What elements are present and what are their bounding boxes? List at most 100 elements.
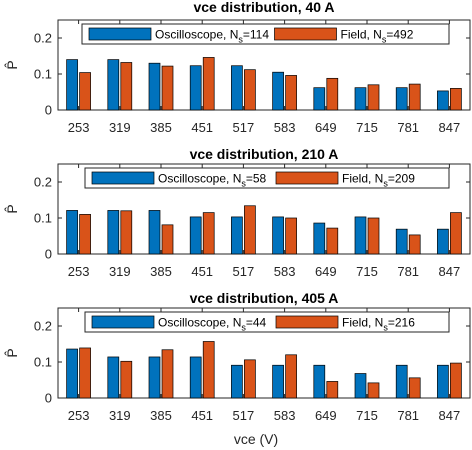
chart2-axes-box [57,163,471,255]
chart1-x-tick-label: 385 [150,120,172,135]
chart1-x-tick-label: 847 [439,120,461,135]
chart2-title: vce distribution, 210 A [190,146,339,162]
chart3-y-tick-label: 0.2 [34,319,52,334]
chart1-bar-oscilloscope [231,65,243,111]
chart1-bar-field [367,84,380,111]
chart1-x-tick-label: 649 [315,120,337,135]
chart2-bar-field [450,212,462,255]
chart3-x-tick-label: 781 [397,408,419,423]
chart3-bar-field [326,381,339,399]
chart1-legend-swatch-oscilloscope [88,27,152,41]
chart1-bar-oscilloscope [437,90,449,111]
chart2-legend-label-oscilloscope: Oscilloscope, Ns=58 [158,172,267,189]
chart2-y-axis-label: P̂ [4,204,20,213]
chart3-bar-oscilloscope [66,348,78,399]
chart2-x-tick-label: 583 [274,264,296,279]
chart2-bar-oscilloscope [313,222,326,255]
chart3-x-tick-label: 253 [68,408,90,423]
chart1-y-tick-label: 0 [45,103,52,118]
chart3-title: vce distribution, 405 A [190,290,339,306]
chart3-bar-field [202,341,215,399]
chart3-bar-oscilloscope [395,364,408,399]
chart2-bar-field [120,210,133,255]
chart1-x-tick-label: 319 [109,120,131,135]
chart3-y-axis-label: P̂ [4,348,20,357]
chart3-bar-field [367,382,380,399]
chart2-bar-field [79,214,91,255]
chart1-x-tick-label: 517 [233,120,255,135]
chart3-legend-swatch-field [275,315,339,329]
chart3-bar-field [285,354,297,399]
chart1-bar-oscilloscope [148,62,161,111]
chart2-x-tick-label: 715 [356,264,378,279]
chart3-bar-oscilloscope [437,364,449,399]
chart3-bar-field [408,377,421,399]
chart1-x-tick-label: 451 [191,120,213,135]
chart2-bar-field [326,227,339,255]
chart2-legend-swatch-field [275,171,339,185]
chart1-x-tick-label: 583 [274,120,296,135]
chart3-axes-box [57,307,471,399]
chart1-legend-label-oscilloscope: Oscilloscope, Ns=114 [155,28,269,45]
chart3-bar-oscilloscope [354,373,367,399]
chart1-bar-oscilloscope [107,59,120,111]
chart3-legend-swatch-oscilloscope [91,315,155,329]
chart2-bar-field [408,234,421,255]
chart3-legend-label-oscilloscope: Oscilloscope, Ns=44 [158,316,267,333]
chart1-x-tick-label: 781 [397,120,419,135]
chart2-y-tick-label: 0.1 [34,211,52,226]
chart3-x-tick-label: 451 [191,408,213,423]
chart3-bar-oscilloscope [231,364,243,399]
chart1-legend-swatch-field [274,27,337,41]
chart2-bar-field [202,212,215,255]
chart2-bar-oscilloscope [66,210,78,255]
chart3-bar-field [120,360,133,399]
chart1-bar-field [202,57,215,111]
chart3-legend-label-field: Field, Ns=216 [342,316,415,333]
chart1-bar-oscilloscope [189,65,202,111]
chart3-bar-oscilloscope [107,356,120,399]
chart1-y-tick-label: 0.2 [34,31,52,46]
chart1-x-tick-label: 715 [356,120,378,135]
chart2-legend-label-field: Field, Ns=209 [342,172,415,189]
chart3-x-tick-label: 583 [274,408,296,423]
chart1-bar-field [244,69,256,111]
chart2-x-tick-label: 385 [150,264,172,279]
chart1-axes-box [57,19,471,111]
chart2-bar-field [161,224,174,255]
chart2-x-tick-label: 649 [315,264,337,279]
chart3-x-tick-label: 715 [356,408,378,423]
chart3-y-tick-label: 0.1 [34,355,52,370]
chart3-bar-oscilloscope [189,356,202,399]
chart3-bar-oscilloscope [272,364,284,399]
chart2-bar-oscilloscope [107,210,120,255]
chart1-x-tick-label: 253 [68,120,90,135]
chart3-bar-field [450,362,462,399]
chart1-bar-field [408,83,421,111]
chart2-legend-box [84,167,450,189]
chart1-bar-oscilloscope [354,87,367,111]
chart2-bar-oscilloscope [189,216,202,255]
chart2-x-tick-label: 319 [109,264,131,279]
chart3-x-tick-label: 649 [315,408,337,423]
chart3-bar-oscilloscope [313,364,326,399]
chart2-bar-field [285,217,297,255]
chart3-bar-field [244,359,256,399]
chart3-x-axis-label: vce (V) [234,431,278,447]
chart2-x-tick-label: 781 [397,264,419,279]
chart2-x-tick-label: 847 [439,264,461,279]
chart2-bar-oscilloscope [395,228,408,255]
chart1-y-tick-label: 0.1 [34,67,52,82]
chart1-bar-oscilloscope [395,87,408,111]
chart1-bar-oscilloscope [272,71,284,111]
chart2-bar-oscilloscope [354,216,367,255]
chart1-y-axis-label: P̂ [4,60,20,69]
chart3-y-tick-label: 0 [45,391,52,406]
chart3-legend-box [84,311,450,333]
chart2-y-tick-label: 0.2 [34,175,52,190]
chart1-bar-oscilloscope [313,87,326,111]
chart1-bar-field [120,62,133,111]
chart3-bar-field [161,349,174,399]
chart1-title: vce distribution, 40 A [193,0,334,15]
